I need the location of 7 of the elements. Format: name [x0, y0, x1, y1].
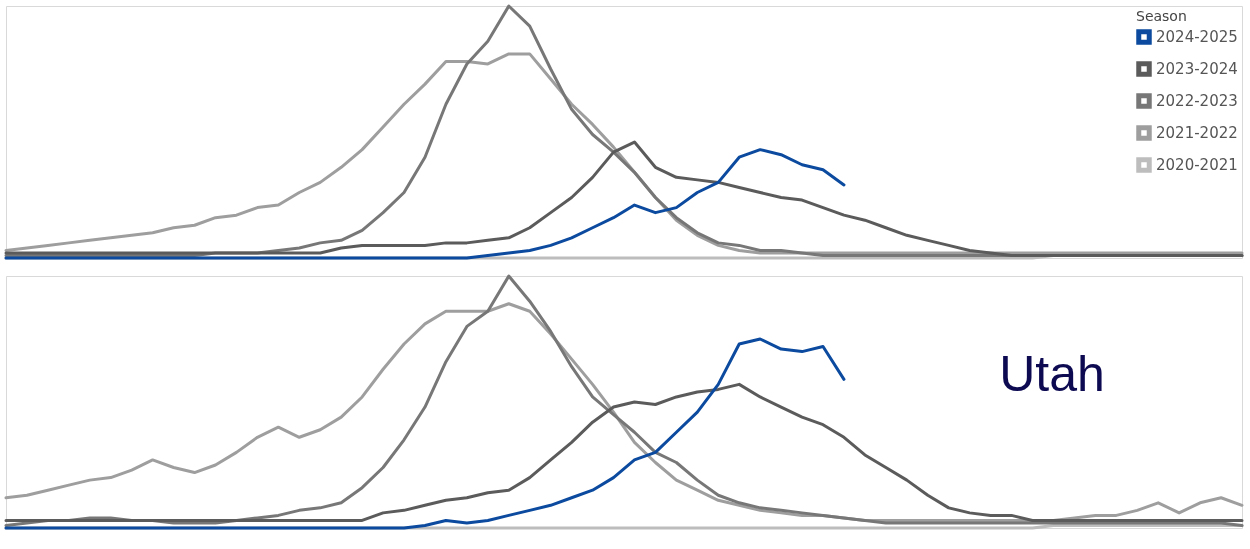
legend-label: 2020-2021	[1156, 156, 1238, 174]
annotation: Utah	[999, 346, 1105, 402]
legend-label: 2023-2024	[1156, 60, 1238, 78]
legend-label: 2024-2025	[1156, 28, 1238, 46]
legend-label: 2022-2023	[1156, 92, 1238, 110]
legend-label: 2021-2022	[1156, 124, 1238, 142]
legend-title: Season	[1136, 8, 1187, 24]
